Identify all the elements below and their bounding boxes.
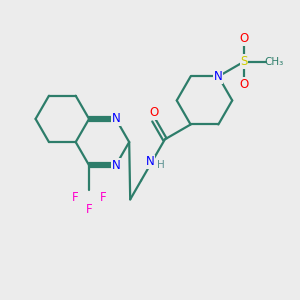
Text: F: F	[86, 203, 92, 216]
Text: O: O	[149, 106, 159, 119]
Text: F: F	[100, 191, 106, 204]
Text: F: F	[72, 191, 79, 204]
Text: S: S	[240, 55, 248, 68]
Text: N: N	[214, 70, 223, 83]
Text: CH₃: CH₃	[264, 57, 284, 67]
Text: O: O	[239, 78, 249, 91]
Text: N: N	[146, 155, 154, 168]
Text: N: N	[111, 112, 120, 125]
Text: N: N	[111, 159, 120, 172]
Text: O: O	[239, 32, 249, 45]
Text: H: H	[157, 160, 165, 170]
